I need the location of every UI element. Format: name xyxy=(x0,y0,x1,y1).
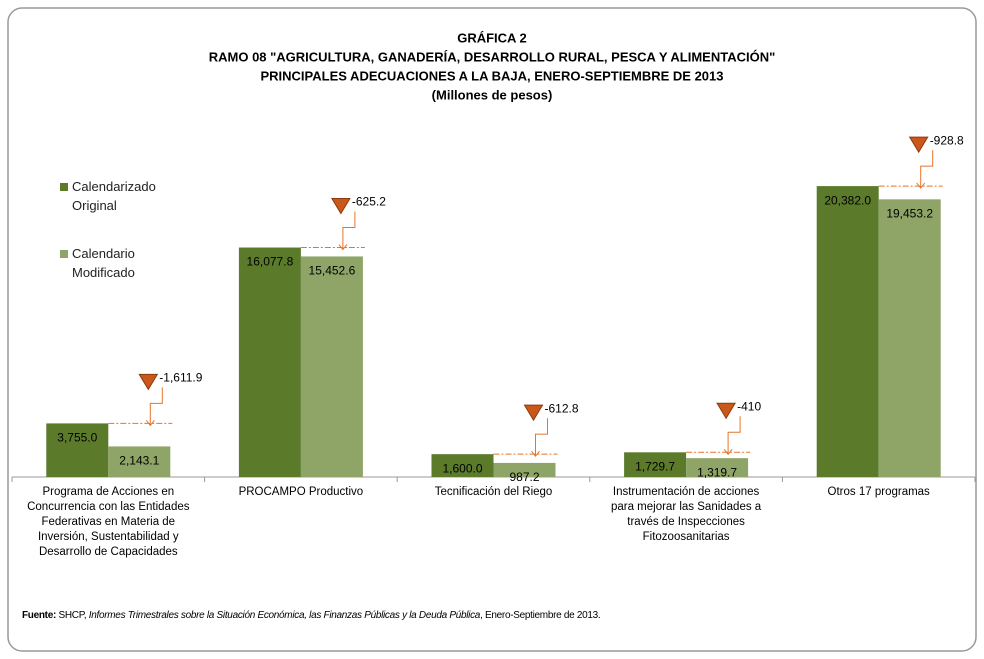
difference-arrow xyxy=(149,387,163,426)
difference-label: -410 xyxy=(737,399,761,413)
x-tick-label: Tecnificación del Riego xyxy=(434,486,553,498)
x-tick-label: Instrumentación de acciones para mejorar… xyxy=(610,486,762,543)
legend-label: Calendario Modificado xyxy=(72,246,135,280)
down-triangle xyxy=(138,373,159,391)
down-triangle xyxy=(523,404,544,422)
x-tick-label: Otros 17 programas xyxy=(827,486,930,498)
data-label: 16,077.8 xyxy=(247,255,294,269)
frame xyxy=(7,7,977,652)
data-label: 20,382.0 xyxy=(824,193,871,207)
source-label: Fuente: xyxy=(22,610,57,621)
difference-arrow xyxy=(535,418,548,457)
bar xyxy=(238,247,301,477)
bar xyxy=(300,256,363,477)
bar xyxy=(624,452,687,477)
difference-arrow xyxy=(727,416,741,455)
chart-title: (Millones de pesos) xyxy=(432,87,553,102)
difference-label: -612.8 xyxy=(545,401,579,415)
legend-label: Calendarizado Original xyxy=(72,179,156,213)
legend-swatch xyxy=(60,250,68,258)
down-triangle xyxy=(331,198,351,215)
arrow-head xyxy=(338,244,348,251)
data-label: 19,453.2 xyxy=(886,207,933,221)
arrow-head xyxy=(723,448,733,456)
difference-label: -625.2 xyxy=(352,195,386,209)
down-triangle xyxy=(716,402,736,420)
down-triangle xyxy=(908,136,929,154)
x-tick-label: PROCAMPO Productivo xyxy=(238,486,364,498)
difference-arrow xyxy=(342,211,356,250)
bar xyxy=(493,462,556,477)
data-label: 15,452.6 xyxy=(309,264,356,278)
source-date: , Enero-Septiembre de 2013. xyxy=(480,610,601,621)
source-org: SHCP, xyxy=(58,610,87,621)
source: Fuente: SHCP, Informes Trimestrales sobr… xyxy=(22,610,601,621)
chart-title: PRINCIPALES ADECUACIONES A LA BAJA, ENER… xyxy=(260,68,723,83)
bar xyxy=(878,199,941,477)
data-label: 2,143.1 xyxy=(119,454,159,468)
arrow-head xyxy=(145,420,155,427)
arrow-head xyxy=(531,450,540,457)
data-label: 1,319.7 xyxy=(697,465,737,479)
arrow-head xyxy=(916,182,926,189)
chart-title: GRÁFICA 2 xyxy=(457,30,527,45)
bar xyxy=(108,446,171,477)
bar xyxy=(816,186,879,478)
legend-swatch xyxy=(60,183,68,191)
data-label: 3,755.0 xyxy=(57,431,97,445)
data-label: 1,729.7 xyxy=(635,459,675,473)
data-label: 1,600.0 xyxy=(442,461,482,475)
bar xyxy=(431,454,494,477)
difference-label: -1,611.9 xyxy=(159,371,202,385)
source-title: Informes Trimestrales sobre la Situación… xyxy=(88,610,481,621)
chart-title: RAMO 08 "AGRICULTURA, GANADERÍA, DESARRO… xyxy=(209,49,776,64)
difference-label: -928.8 xyxy=(930,133,964,147)
difference-arrow xyxy=(920,150,934,189)
bar xyxy=(46,423,109,477)
data-label: 987.2 xyxy=(509,470,539,484)
bar xyxy=(686,458,749,477)
x-tick-label: Programa de Acciones en Concurrencia con… xyxy=(27,486,190,558)
